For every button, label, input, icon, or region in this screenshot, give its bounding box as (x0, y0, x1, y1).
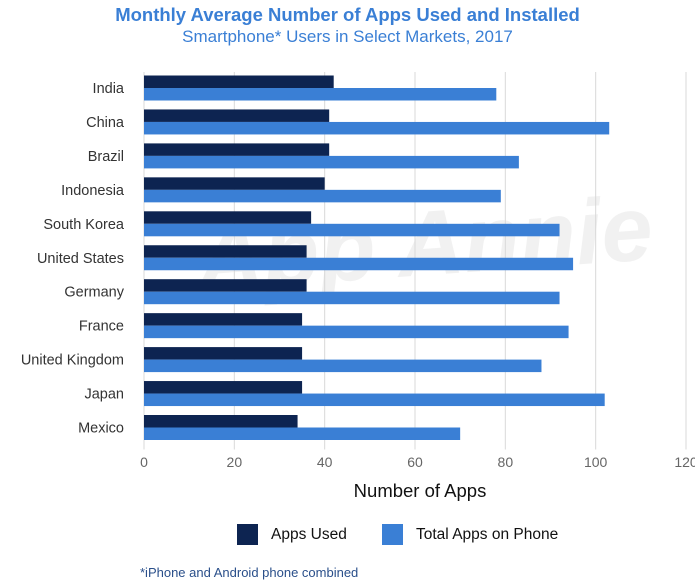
legend: Apps Used Total Apps on Phone (0, 524, 695, 552)
x-tick-label: 100 (584, 454, 608, 470)
bar-total-apps (144, 427, 461, 440)
category-label: United States (37, 251, 124, 267)
chart-subtitle: Smartphone* Users in Select Markets, 201… (182, 27, 513, 46)
bar-apps-used (144, 245, 307, 258)
bar-apps-used (144, 75, 334, 88)
category-label: Japan (84, 387, 124, 403)
bar-apps-used (144, 211, 312, 224)
x-tick-labels: 0 20 40 60 80 100 120 (140, 454, 695, 470)
bar-apps-used (144, 143, 330, 156)
category-label: Indonesia (61, 183, 125, 199)
legend-item-total-apps: Total Apps on Phone (382, 524, 558, 545)
bar-total-apps (144, 121, 610, 135)
x-axis-title: Number of Apps (354, 480, 487, 501)
bar-apps-used (144, 177, 325, 190)
bar-apps-used (144, 313, 303, 326)
bar-apps-used (144, 347, 303, 360)
x-tick-label: 80 (498, 454, 514, 470)
category-label: China (86, 115, 125, 131)
bar-total-apps (144, 291, 560, 305)
bars (144, 75, 610, 440)
category-label: United Kingdom (21, 353, 124, 369)
bar-total-apps (144, 359, 542, 373)
category-label: South Korea (43, 217, 125, 233)
bar-apps-used (144, 415, 298, 428)
bar-apps-used (144, 279, 307, 292)
x-tick-label: 120 (674, 454, 695, 470)
bar-total-apps (144, 325, 569, 339)
x-tick-label: 40 (317, 454, 333, 470)
bar-total-apps (144, 189, 501, 203)
legend-swatch-apps-used (237, 524, 258, 545)
legend-swatch-total-apps (382, 524, 403, 545)
bar-total-apps (144, 88, 497, 101)
category-label: Germany (64, 285, 124, 301)
x-tick-label: 60 (407, 454, 423, 470)
category-label: Brazil (88, 149, 124, 165)
legend-item-apps-used: Apps Used (237, 524, 347, 545)
bar-total-apps (144, 155, 519, 169)
x-tick-label: 20 (227, 454, 243, 470)
bar-apps-used (144, 381, 303, 394)
legend-label-total-apps: Total Apps on Phone (416, 525, 559, 543)
category-labels: India China Brazil Indonesia South Korea Unit… (21, 81, 125, 437)
bar-total-apps (144, 393, 605, 407)
chart-title: Monthly Average Number of Apps Used and … (115, 4, 580, 25)
category-label: India (93, 81, 125, 97)
footnote: *iPhone and Android phone combined (140, 565, 359, 580)
bar-total-apps (144, 223, 560, 237)
bar-apps-used (144, 109, 330, 122)
category-label: France (79, 319, 124, 335)
x-tick-label: 0 (140, 454, 148, 470)
bar-total-apps (144, 257, 574, 271)
legend-label-apps-used: Apps Used (271, 525, 347, 543)
category-label: Mexico (78, 421, 124, 437)
